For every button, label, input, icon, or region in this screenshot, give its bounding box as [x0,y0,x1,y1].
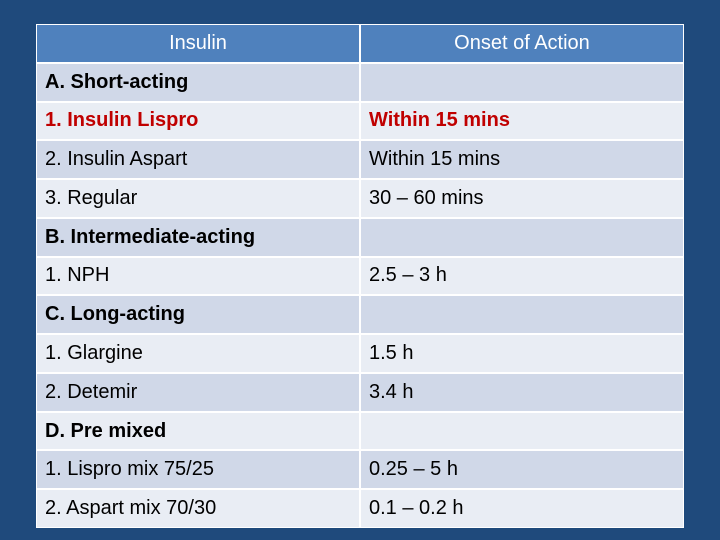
cell-text: 1. Lispro mix 75/25 [45,458,214,481]
cell-text: 0.1 – 0.2 h [369,497,464,520]
insulin-cell: 1. Glargine [36,334,360,373]
onset-cell: 2.5 – 3 h [360,256,684,296]
cell-text: 2.5 – 3 h [369,264,447,287]
insulin-cell: 2. Insulin Aspart [36,140,360,180]
onset-cell: 0.25 – 5 h [360,450,684,490]
cell-text: 0.25 – 5 h [369,458,458,481]
insulin-cell: 3. Regular [36,179,360,218]
insulin-cell: 2. Aspart mix 70/30 [36,489,360,528]
header-cell: Onset of Action [360,24,684,63]
insulin-cell: D. Pre mixed [36,411,360,451]
onset-cell: 30 – 60 mins [360,179,684,218]
onset-cell: 3.4 h [360,372,684,412]
insulin-cell: 1. Lispro mix 75/25 [36,450,360,490]
onset-cell: Within 15 mins [360,101,684,141]
cell-text: Onset of Action [454,31,590,54]
cell-text: 1.5 h [369,342,414,364]
onset-cell: Within 15 mins [360,140,684,180]
insulin-cell: A. Short-acting [36,62,360,102]
insulin-cell: 1. Insulin Lispro [36,101,360,141]
cell-text: 1. Glargine [45,342,143,364]
cell-text: 30 – 60 mins [369,186,484,209]
cell-text: 3. Regular [45,186,138,209]
insulin-cell: B. Intermediate-acting [36,217,360,257]
onset-cell [360,295,684,335]
cell-text: D. Pre mixed [45,419,167,442]
onset-cell [360,62,684,102]
cell-text: B. Intermediate-acting [45,225,256,248]
cell-text: 1. NPH [45,264,110,287]
cell-text: 1. Insulin Lispro [45,109,199,132]
cell-text: C. Long-acting [45,303,185,326]
onset-cell [360,411,684,451]
cell-text: 2. Aspart mix 70/30 [45,497,217,520]
header-cell: Insulin [36,24,360,63]
insulin-cell: 1. NPH [36,256,360,296]
onset-cell: 0.1 – 0.2 h [360,489,684,528]
cell-text: Within 15 mins [369,148,501,171]
onset-cell: 1.5 h [360,334,684,373]
onset-cell [360,217,684,257]
cell-text: 3.4 h [369,380,414,403]
cell-text: A. Short-acting [45,70,189,93]
cell-text: 2. Insulin Aspart [45,148,188,171]
onset-table: Insulin Onset of Action A. Short-acting 1. … [36,24,684,528]
insulin-cell: C. Long-acting [36,295,360,335]
cell-text: Insulin [169,31,227,54]
cell-text: 2. Detemir [45,380,138,403]
insulin-cell: 2. Detemir [36,372,360,412]
cell-text: Within 15 mins [369,109,510,132]
